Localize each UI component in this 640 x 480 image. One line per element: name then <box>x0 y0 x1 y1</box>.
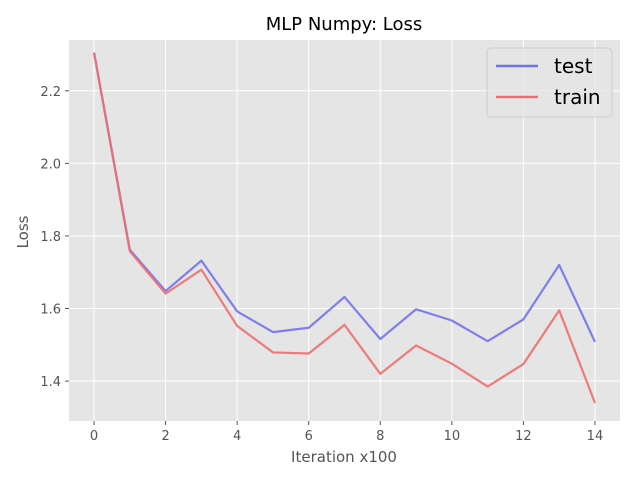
series-lines <box>92 52 596 404</box>
y-tick-label: 2.0 <box>40 157 61 172</box>
legend: test train <box>486 47 613 118</box>
y-axis-label: Loss <box>14 215 32 248</box>
x-tick-label: 12 <box>515 429 532 444</box>
y-tick-label: 1.6 <box>40 303 61 318</box>
legend-label-train: train <box>554 85 601 109</box>
series-line-train <box>92 52 596 404</box>
x-tick-label: 0 <box>90 429 98 444</box>
y-tick-label: 1.4 <box>40 375 61 390</box>
x-tick-label: 14 <box>587 429 604 444</box>
legend-label-test: test <box>554 54 593 78</box>
x-tick-label: 4 <box>233 429 241 444</box>
x-tick-label: 2 <box>161 429 169 444</box>
x-axis-label: Iteration x100 <box>291 448 397 466</box>
grid <box>69 40 620 421</box>
series-line-test <box>92 52 596 343</box>
chart-title: MLP Numpy: Loss <box>266 14 423 35</box>
y-tick-label: 1.8 <box>40 230 61 245</box>
x-tick-label: 8 <box>376 429 384 444</box>
y-axis-ticks: 1.4 1.6 1.8 2.0 2.2 <box>40 85 69 390</box>
x-axis-ticks: 0 2 4 6 8 10 12 14 <box>90 421 603 444</box>
x-tick-label: 10 <box>444 429 461 444</box>
y-tick-label: 2.2 <box>40 85 61 100</box>
x-tick-label: 6 <box>305 429 313 444</box>
